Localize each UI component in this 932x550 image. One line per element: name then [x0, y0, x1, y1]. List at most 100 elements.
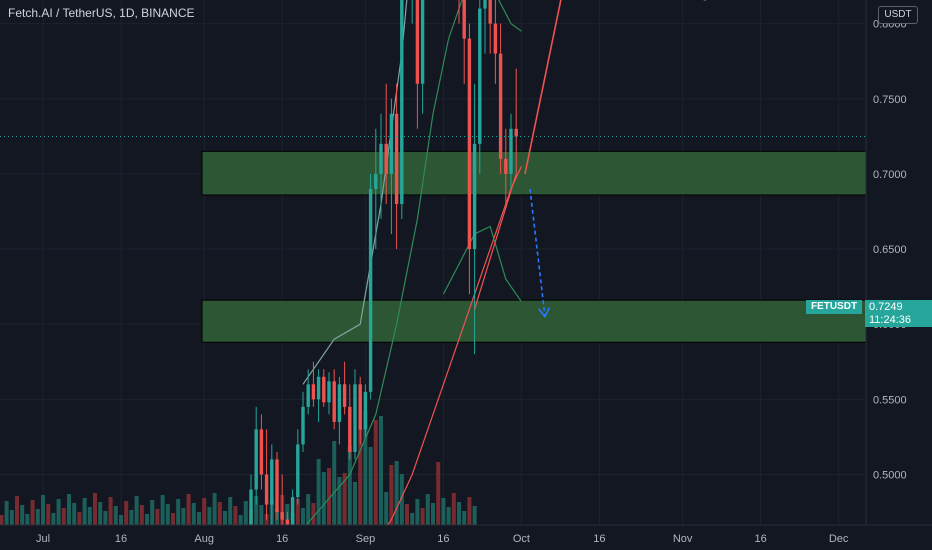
candle-body [504, 158, 508, 174]
volume-bar [15, 496, 19, 525]
candle-body [322, 376, 326, 403]
candle [374, 128, 378, 250]
currency-button[interactable]: USDT [878, 6, 918, 24]
volume-bar [176, 499, 181, 525]
volume-bar [124, 501, 129, 525]
volume-bar [160, 495, 165, 525]
candle [342, 361, 347, 415]
volume-bar [405, 504, 409, 525]
y-tick-label: 0.6500 [873, 244, 907, 256]
volume-bar [316, 459, 321, 525]
volume-bar [61, 508, 66, 525]
volume-bar [347, 446, 352, 525]
volume-bar [363, 411, 368, 525]
volume-bar [233, 506, 238, 525]
candle [509, 113, 513, 189]
candle-body [259, 429, 264, 475]
volume-bar [145, 514, 149, 525]
candle-body [462, 0, 466, 39]
volume-bar [46, 504, 51, 525]
candle [368, 173, 373, 400]
candle [458, 0, 460, 24]
candle-body [374, 173, 378, 189]
volume-bar [451, 493, 456, 525]
volume-bar [368, 447, 373, 525]
volume-bar [462, 511, 467, 525]
volume-bar [425, 494, 430, 525]
volume-bar [155, 509, 160, 525]
candle-body [467, 38, 472, 250]
volume-bar [9, 510, 14, 525]
candle-body [363, 391, 368, 430]
projection-arrow-1-shaft [524, 0, 562, 175]
x-tick-label: Dec [829, 533, 849, 545]
volume-bar [150, 500, 155, 525]
moving-average-lower [442, 225, 522, 303]
volume-bar [337, 477, 342, 525]
candle [478, 0, 482, 174]
candle-body [509, 128, 513, 174]
x-tick-label: 16 [276, 533, 288, 545]
candle-body [249, 489, 253, 543]
candle [311, 361, 316, 407]
volume-bar [103, 511, 108, 525]
x-tick-label: 16 [115, 533, 127, 545]
candle [353, 369, 357, 460]
volume-bar [441, 498, 446, 525]
candle [337, 376, 342, 445]
volume-bar [384, 492, 389, 525]
candle [514, 68, 518, 174]
candle-body [270, 459, 274, 505]
candle [259, 414, 264, 490]
candle-body [316, 376, 321, 400]
volume-bar [217, 502, 222, 525]
x-tick-label: 16 [754, 533, 766, 545]
trendline-lower [474, 173, 517, 310]
volume-bar [134, 496, 139, 525]
volume-bar [108, 497, 113, 525]
candle [327, 372, 331, 415]
volume-bar [202, 498, 207, 525]
volume-bar [358, 428, 363, 525]
volume-bar [373, 420, 378, 525]
volume-bar [254, 496, 259, 525]
volume-bar [311, 503, 316, 525]
y-tick-label: 0.5000 [873, 470, 907, 482]
volume-bar [56, 499, 61, 525]
candle [411, 0, 413, 24]
candle-body [332, 381, 336, 422]
candle-body [384, 143, 388, 174]
candle [296, 429, 300, 505]
candle [270, 444, 274, 528]
volume-bar [431, 503, 435, 525]
volume-bar [0, 515, 4, 525]
volume-bar [306, 494, 311, 525]
volume-bar [4, 501, 9, 525]
volume-bar [30, 500, 35, 525]
volume-bar [472, 506, 477, 525]
price-axis [866, 0, 932, 550]
volume-bar [129, 510, 134, 525]
candle [498, 23, 503, 174]
volume-bar [119, 515, 123, 525]
volume-bar [20, 505, 25, 525]
candle-body [389, 113, 394, 174]
volume-bar [238, 515, 243, 525]
volume-bar [399, 474, 404, 525]
candle [384, 83, 388, 204]
candle-body [488, 0, 492, 24]
candle [389, 98, 394, 235]
candle [301, 391, 305, 452]
candle-body [337, 384, 342, 422]
volume-bar [295, 499, 300, 525]
volume-bar [72, 503, 77, 525]
support-zone-lower [201, 299, 867, 343]
volume-bar [35, 509, 40, 525]
candle [358, 376, 362, 445]
candle [306, 369, 310, 415]
x-tick-label: Aug [194, 533, 214, 545]
chart-title: Fetch.AI / TetherUS, 1D, BINANCE [8, 6, 195, 20]
volume-bar [457, 502, 461, 525]
candle [415, 0, 420, 129]
